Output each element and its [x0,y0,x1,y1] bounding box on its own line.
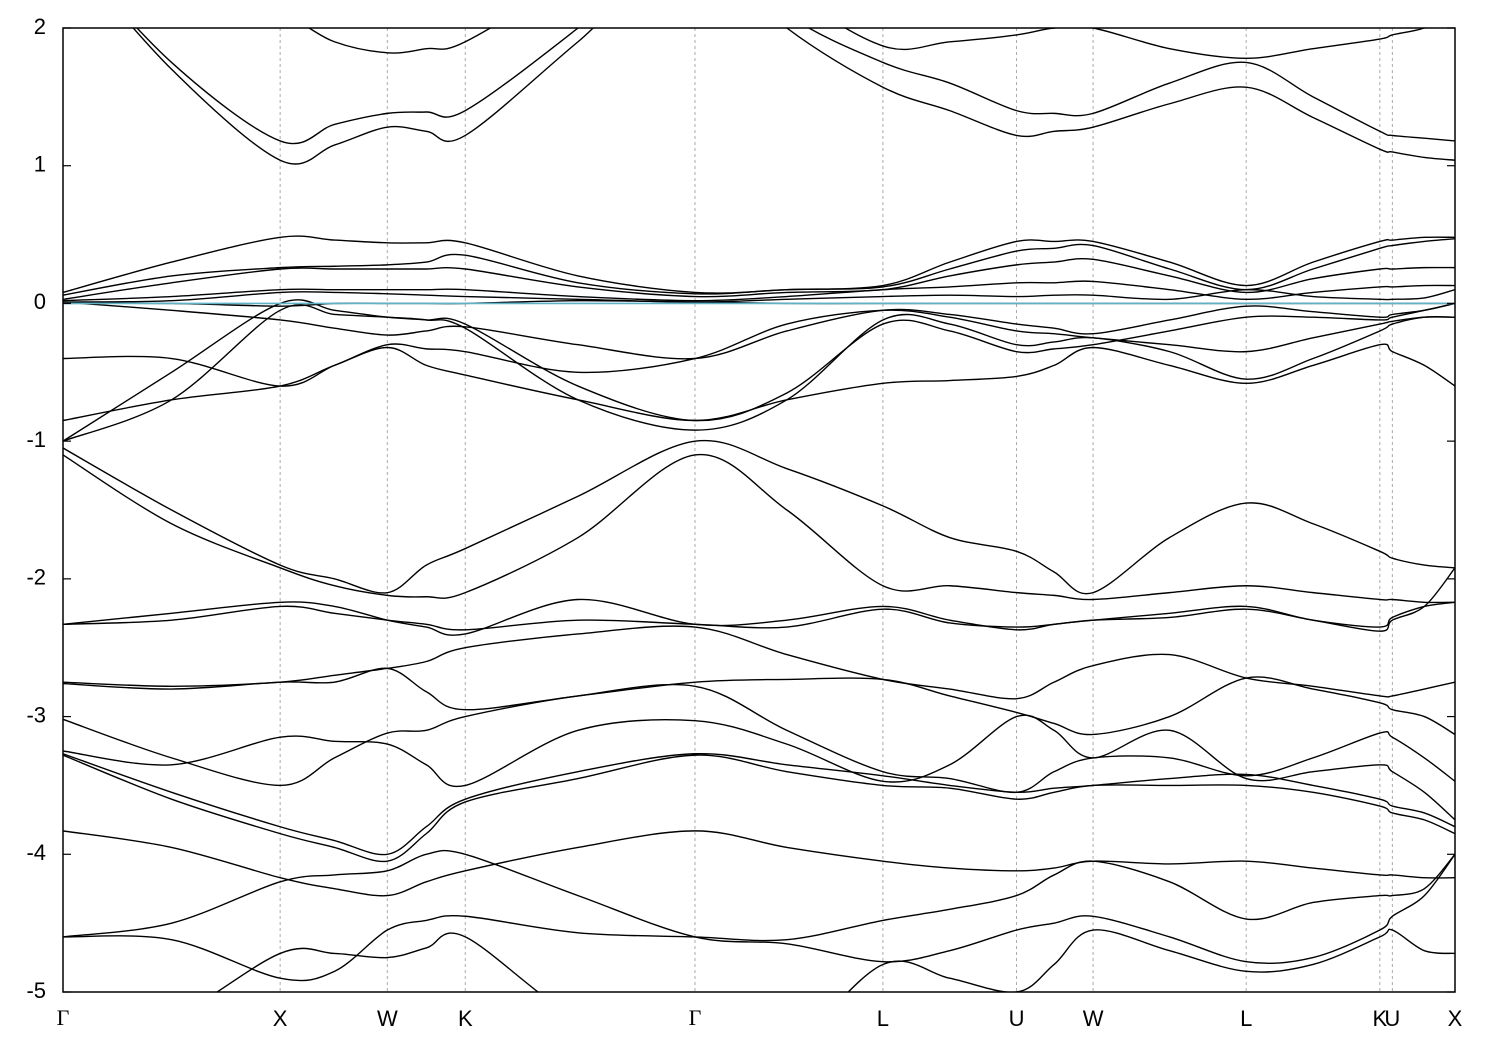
band-line [63,453,1455,604]
y-tick-label: -5 [26,978,46,1003]
band-line [63,683,1455,794]
band-line [63,567,1455,632]
x-tick-label: X [273,1006,288,1031]
x-tick-label: U [1009,1006,1025,1031]
band-line [63,238,1455,296]
band-line [63,343,1455,422]
x-tick-label: Γ [689,1005,702,1030]
band-line [63,439,1455,595]
y-tick-label: -3 [26,702,46,727]
band-line [63,280,1455,302]
band-line [63,235,1455,294]
y-tick-label: 1 [34,152,46,177]
band-line [63,625,1455,700]
band-line [215,928,1455,992]
y-tick-label: -2 [26,565,46,590]
band-line [63,754,1455,863]
y-tick-label: -4 [26,840,46,865]
x-tick-label: Γ [57,1005,70,1030]
band-line [307,28,1427,60]
band-line [136,28,1455,145]
x-tick-label: K [458,1006,473,1031]
band-line [63,830,1455,897]
band-line [63,299,1455,442]
band-line [63,849,1455,965]
band-line [132,28,1455,165]
x-tick-label: W [1083,1006,1104,1031]
band-line [63,714,1455,821]
x-tick-label: K [1372,1006,1387,1031]
band-line [63,853,1455,982]
x-tick-label: X [1448,1006,1463,1031]
y-tick-label: -1 [26,427,46,452]
band-line [63,752,1455,856]
x-tick-label: L [877,1006,889,1031]
x-tick-label: W [377,1006,398,1031]
band-line [63,288,1455,303]
x-tick-label: U [1384,1006,1400,1031]
grid [279,28,1393,992]
x-tick-label: L [1240,1006,1252,1031]
bands [63,28,1455,992]
plot-frame [62,27,1456,993]
band-line [63,304,1455,442]
y-tick-label: 0 [34,289,46,314]
band-line [63,667,1455,736]
y-tick-label: 2 [34,14,46,39]
